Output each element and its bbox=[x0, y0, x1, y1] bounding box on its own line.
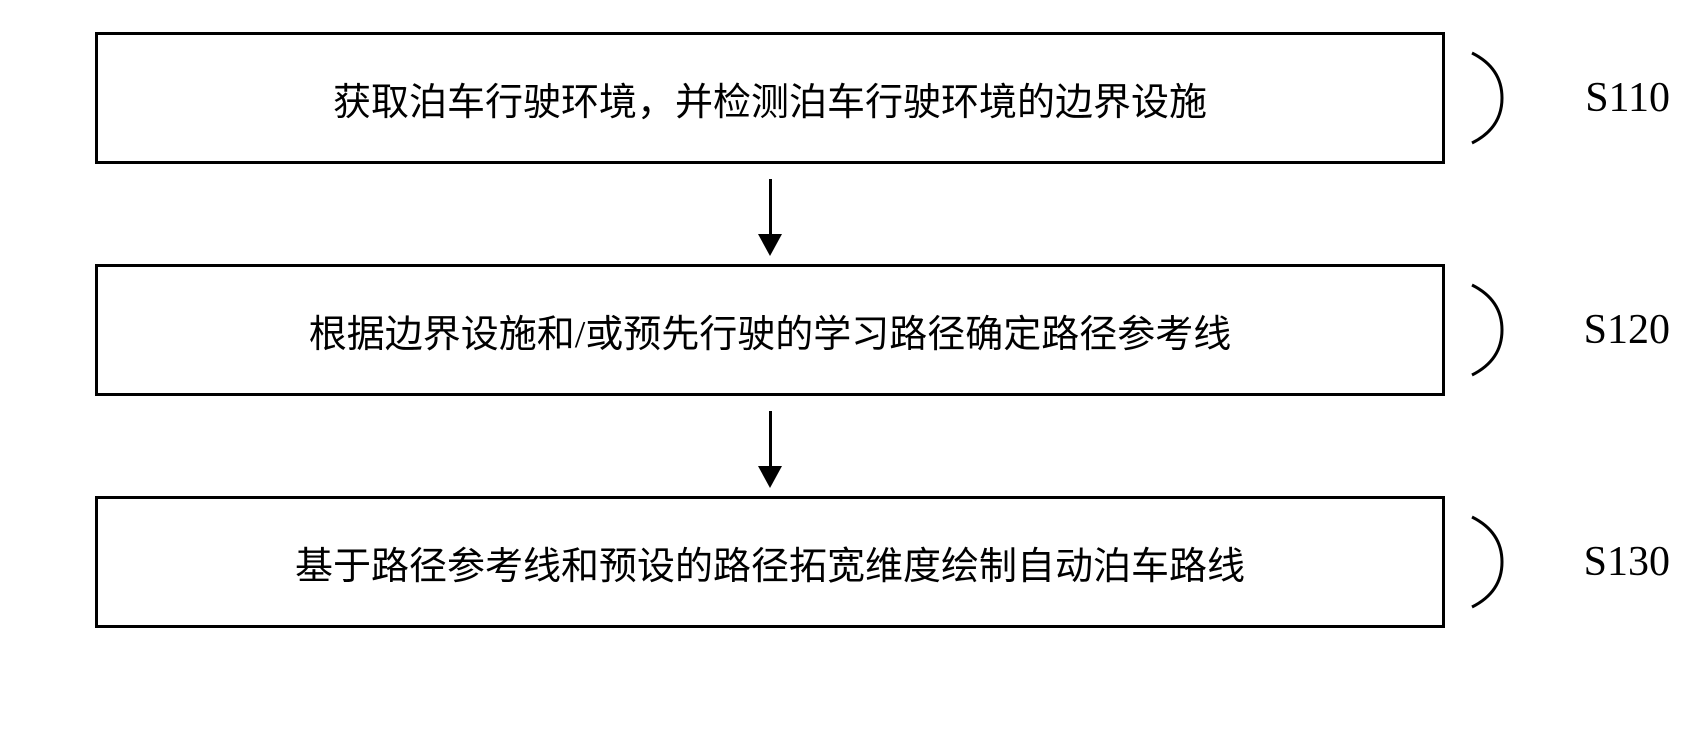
arrow-head-2 bbox=[758, 466, 782, 488]
step-text-1: 获取泊车行驶环境，并检测泊车行驶环境的边界设施 bbox=[333, 71, 1207, 126]
flowchart-container: 获取泊车行驶环境，并检测泊车行驶环境的边界设施 S110 根据边界设施和/或预先… bbox=[95, 32, 1595, 628]
bracket-3 bbox=[1467, 512, 1537, 612]
arrow-2 bbox=[95, 396, 1445, 496]
step-label-1: S110 bbox=[1585, 74, 1670, 122]
bracket-1 bbox=[1467, 48, 1537, 148]
step-box-2: 根据边界设施和/或预先行驶的学习路径确定路径参考线 bbox=[95, 264, 1445, 396]
step-row-1: 获取泊车行驶环境，并检测泊车行驶环境的边界设施 S110 bbox=[95, 32, 1595, 164]
step-label-2: S120 bbox=[1584, 306, 1670, 354]
step-text-3: 基于路径参考线和预设的路径拓宽维度绘制自动泊车路线 bbox=[295, 535, 1245, 590]
step-box-1: 获取泊车行驶环境，并检测泊车行驶环境的边界设施 bbox=[95, 32, 1445, 164]
step-box-3: 基于路径参考线和预设的路径拓宽维度绘制自动泊车路线 bbox=[95, 496, 1445, 628]
bracket-2 bbox=[1467, 280, 1537, 380]
arrow-1 bbox=[95, 164, 1445, 264]
step-row-2: 根据边界设施和/或预先行驶的学习路径确定路径参考线 S120 bbox=[95, 264, 1595, 396]
step-text-2: 根据边界设施和/或预先行驶的学习路径确定路径参考线 bbox=[309, 303, 1232, 358]
step-label-3: S130 bbox=[1584, 538, 1670, 586]
arrow-head-1 bbox=[758, 234, 782, 256]
step-row-3: 基于路径参考线和预设的路径拓宽维度绘制自动泊车路线 S130 bbox=[95, 496, 1595, 628]
